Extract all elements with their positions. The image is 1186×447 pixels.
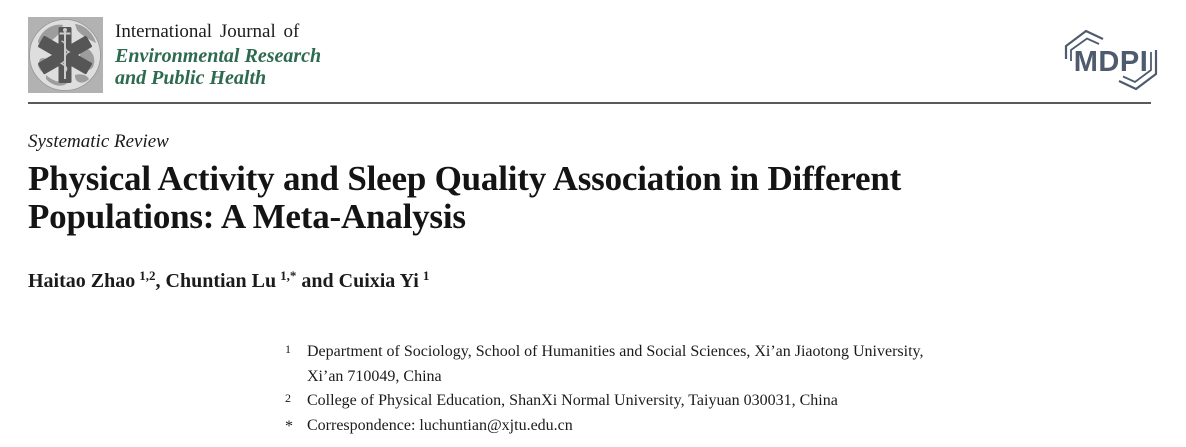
- author-affil-sup-2: 1,*: [280, 268, 297, 283]
- journal-logo-icon: [28, 17, 103, 93]
- correspondence-text: Correspondence: luchuntian@xjtu.edu.cn: [307, 414, 573, 439]
- affiliation-row-2: 2 College of Physical Education, ShanXi …: [285, 389, 923, 414]
- affiliation-marker-2: 2: [285, 391, 291, 405]
- article-title-line1: Physical Activity and Sleep Quality Asso…: [28, 159, 902, 198]
- mdpi-wordmark: MDPI: [1074, 46, 1149, 78]
- affiliation-marker-1: 1: [285, 342, 291, 356]
- affiliation-row-correspondence: * Correspondence: luchuntian@xjtu.edu.cn: [285, 414, 923, 439]
- affiliation-2-line1: College of Physical Education, ShanXi No…: [307, 392, 838, 409]
- affiliation-list: 1 Department of Sociology, School of Hum…: [285, 340, 923, 438]
- article-title: Physical Activity and Sleep Quality Asso…: [28, 160, 1168, 236]
- author-separator-1: ,: [155, 270, 166, 292]
- affiliation-1-line1: Department of Sociology, School of Human…: [307, 343, 924, 360]
- correspondence-line: Correspondence: luchuntian@xjtu.edu.cn: [307, 416, 573, 434]
- author-name-1: Haitao Zhao: [28, 270, 136, 292]
- affiliation-text-2: College of Physical Education, ShanXi No…: [307, 389, 838, 414]
- author-affil-sup-3: 1: [422, 268, 430, 283]
- affiliation-text-1: Department of Sociology, School of Human…: [307, 340, 923, 389]
- journal-name-line3: and Public Health: [115, 67, 267, 89]
- author-name-3: Cuixia Yi: [338, 270, 419, 292]
- article-type-label: Systematic Review: [28, 131, 169, 152]
- journal-name-line2: Environmental Research: [115, 45, 322, 67]
- author-name-2: Chuntian Lu: [165, 270, 277, 292]
- author-affil-sup-1: 1,2: [139, 268, 156, 283]
- author-list: Haitao Zhao 1,2, Chuntian Lu 1,* and Cuixi…: [28, 268, 429, 293]
- mdpi-hexagon-icon: [1064, 29, 1158, 91]
- author-separator-2: and: [296, 270, 339, 292]
- header-divider: [28, 102, 1151, 104]
- correspondence-marker: *: [285, 417, 293, 435]
- affiliation-1-line2: Xi’an 710049, China: [307, 367, 442, 385]
- rod-of-asclepius-icon: [59, 28, 71, 79]
- journal-name: International Journal of Environmental R…: [115, 19, 321, 89]
- article-title-line2: Populations: A Meta-Analysis: [28, 197, 466, 236]
- journal-name-line1: International Journal of: [115, 21, 300, 42]
- affiliation-row-1: 1 Department of Sociology, School of Hum…: [285, 340, 923, 389]
- mdpi-logo: MDPI: [1064, 29, 1158, 91]
